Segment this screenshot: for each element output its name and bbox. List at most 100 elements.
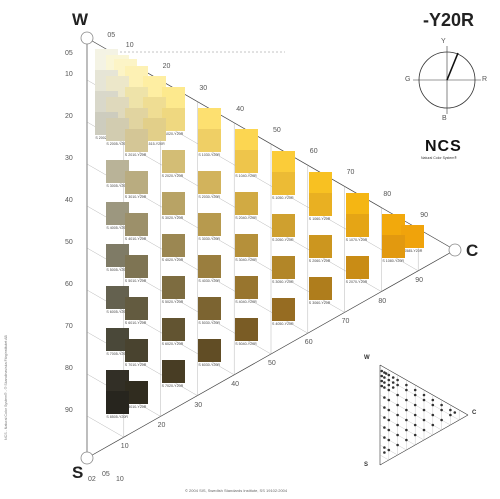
color-sample-code: S 6020-Y20R	[161, 341, 184, 346]
blackness-scale-label: 80	[65, 365, 73, 372]
mini-triangle-label-s: S	[364, 462, 369, 468]
color-sample-chip	[106, 328, 130, 352]
mini-sample-dot	[405, 383, 408, 387]
color-sample-code: S 2002-Y20R	[95, 135, 117, 140]
color-sample-chip	[235, 318, 259, 342]
mini-sample-dot	[391, 381, 395, 384]
mini-sample-dot	[383, 386, 386, 389]
color-sample-chip	[272, 255, 295, 279]
color-sample-chip	[382, 214, 406, 238]
color-sample-chip	[124, 338, 148, 362]
mini-sample-dot	[422, 393, 426, 397]
chromaticness-top-label: 30	[199, 84, 208, 92]
mini-sample-dot	[383, 416, 386, 419]
color-sample-chip	[143, 76, 167, 100]
mini-sample-dot	[383, 436, 386, 439]
mini-sample-dot	[405, 398, 408, 402]
color-sample-code: S 2030-Y20R	[198, 195, 220, 200]
chromaticness-bottom-label: 10	[120, 443, 129, 451]
color-sample-chip	[272, 213, 295, 237]
hue-circle-label-b: B	[442, 115, 447, 122]
mini-sample-dot	[387, 418, 391, 422]
color-sample-code: S 6030-Y20R	[198, 363, 220, 368]
corner-label-blackness: S	[72, 463, 84, 482]
color-sample-code: S 1080-Y20R	[382, 259, 404, 264]
mini-sample-dot	[383, 446, 386, 449]
color-sample-chip	[198, 297, 222, 321]
chromaticness-top-label: 05	[107, 31, 116, 39]
color-sample-chip	[198, 213, 222, 237]
color-sample-code: S 4010-Y20R	[124, 236, 147, 241]
mini-sample-dot	[440, 403, 443, 407]
chromaticness-bottom-label: 20	[157, 422, 166, 430]
color-sample-code: S 3005-Y20R	[106, 184, 128, 189]
mini-sample-dot	[405, 428, 408, 432]
ncs-logo-caption: Natural Color System®	[421, 156, 457, 160]
mini-sample-dot	[422, 428, 426, 432]
color-sample-code: S 3030-Y20R	[198, 237, 220, 242]
color-sample-chip	[124, 296, 148, 320]
mini-sample-dot	[413, 388, 417, 392]
color-sample-code: S 1070-Y20R	[345, 237, 368, 242]
white-corner-dot	[80, 31, 94, 45]
color-sample-code: S 1030-Y20R	[198, 153, 220, 158]
color-sample-code: S 8505-Y20R	[106, 415, 128, 420]
color-sample-chip	[235, 276, 259, 300]
mini-sample-dot	[413, 423, 417, 427]
mini-sample-dot	[431, 403, 435, 407]
color-sample-chip	[400, 224, 424, 248]
ncs-logo-icon: NCS	[425, 138, 462, 155]
color-sample-code: S 2050-Y20R	[272, 237, 294, 242]
color-sample-code: S 1060-Y20R	[308, 216, 331, 221]
mini-sample-dot	[422, 418, 426, 422]
copyright-footer: © 2004 SIS, Swedish Standards Institute,…	[185, 488, 288, 493]
color-sample-code: S 2010-Y20R	[124, 152, 147, 157]
color-sample-chip	[308, 192, 332, 216]
color-sample-chip	[272, 171, 295, 195]
color-sample-chip	[345, 255, 369, 279]
color-sample-chip	[124, 212, 148, 236]
bottom-scale-label: 02	[88, 476, 96, 483]
blackness-scale-label: 60	[65, 281, 73, 288]
mini-sample-dot	[383, 381, 386, 384]
color-sample-chip	[308, 234, 332, 258]
color-sample-chip	[161, 317, 185, 341]
mini-triangle-label-w: W	[364, 355, 370, 361]
color-sample-code: S 3060-Y20R	[308, 300, 331, 305]
mini-sample-dot	[391, 376, 395, 379]
bottom-scale-label: 10	[116, 476, 124, 483]
blackness-scale-label: 10	[65, 71, 73, 78]
color-sample-code: S 6010-Y20R	[124, 320, 147, 325]
mini-sample-dot	[380, 384, 384, 388]
color-sample-chip	[308, 171, 332, 195]
color-sample-chip	[198, 171, 222, 195]
color-sample-chip	[161, 149, 185, 173]
blackness-scale-label: 70	[65, 323, 73, 330]
color-sample-code: S 5020-Y20R	[161, 299, 184, 304]
color-sample-chip	[106, 160, 130, 184]
color-sample-chip	[161, 191, 185, 215]
chromaticness-top-label: 90	[420, 211, 428, 219]
hue-circle-label-y: Y	[441, 38, 446, 45]
color-sample-chip	[106, 202, 130, 226]
mini-sample-dot	[396, 443, 399, 447]
chromaticness-bottom-label: 40	[231, 380, 239, 388]
mini-sample-dot	[387, 378, 391, 382]
color-sample-code: S 1040-Y20R	[235, 174, 257, 179]
color-sample-chip	[198, 255, 222, 279]
color-sample-code: S 5005-Y20R	[106, 268, 128, 273]
color-sample-chip	[382, 235, 406, 259]
color-sample-code: S 2060-Y20R	[308, 258, 331, 263]
mini-sample-dot	[413, 403, 417, 407]
mini-sample-dot	[431, 413, 435, 417]
color-sample-chip	[143, 97, 167, 121]
bottom-scale-label: 05	[102, 471, 110, 478]
corner-label-whiteness: W	[72, 10, 89, 29]
color-sample-code: S 3050-Y20R	[272, 279, 294, 284]
chromaticness-top-label: 10	[125, 42, 134, 50]
color-sample-code: S 4030-Y20R	[198, 279, 220, 284]
mini-sample-dot	[413, 413, 417, 417]
mini-sample-dot	[405, 408, 408, 412]
color-sample-chip	[124, 65, 148, 89]
mini-sample-dot	[396, 383, 399, 387]
